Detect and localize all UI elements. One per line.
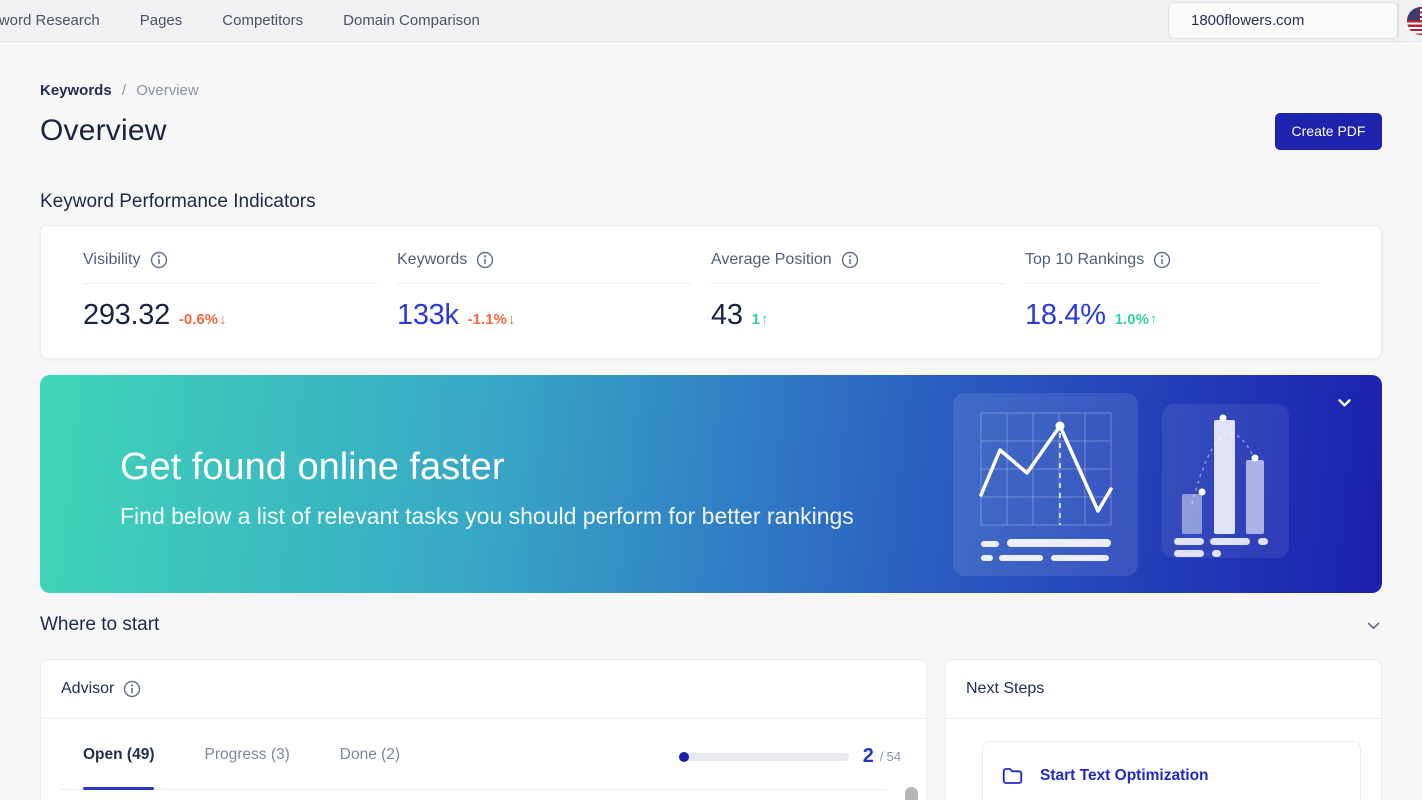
nav-item-competitors[interactable]: Competitors [222, 12, 304, 29]
kpi-top10-rankings-value[interactable]: 18.4% [1025, 299, 1106, 331]
advisor-title: Advisor [61, 680, 115, 697]
domain-input-value: 1800flowers.com [1191, 12, 1305, 29]
line-chart-illustration [953, 393, 1138, 576]
next-steps-header: Next Steps [946, 660, 1381, 719]
progress-current: 2 [862, 745, 874, 767]
page-content: Keywords / Overview Overview Create PDF … [0, 42, 1422, 800]
breadcrumb-keywords[interactable]: Keywords [40, 82, 112, 99]
kpi-top10-rankings-change: 1.0% ↑ [1114, 311, 1158, 328]
info-icon[interactable] [476, 251, 494, 269]
where-to-start-header: Where to start [40, 614, 1382, 636]
breadcrumb-separator: / [121, 82, 127, 99]
kpi-top10-rankings-label: Top 10 Rankings [1025, 251, 1145, 268]
up-arrow-icon: ↑ [1149, 311, 1158, 328]
kpi-visibility-change: -0.6% ↓ [178, 311, 227, 328]
kpi-visibility-label: Visibility [83, 251, 141, 268]
kpi-average-position-change: 1 ↑ [751, 311, 769, 328]
page-title: Overview [40, 114, 167, 147]
next-steps-title: Next Steps [966, 680, 1045, 697]
info-icon[interactable] [150, 251, 168, 269]
kpi-section-title: Keyword Performance Indicators [40, 191, 316, 212]
folder-icon [1002, 768, 1023, 784]
kpi-card: Visibility 293.32 -0.6% ↓ Keywords 133k -… [40, 225, 1382, 359]
domain-input[interactable]: 1800flowers.com [1168, 2, 1398, 39]
nav-item-pages[interactable]: Pages [139, 12, 183, 29]
banner-collapse-chevron-down-icon[interactable] [1336, 394, 1353, 411]
advisor-tabs-row: Open (49) Progress (3) Done (2) 2 / 54 [41, 719, 926, 790]
advisor-header: Advisor [41, 660, 926, 719]
kpi-keywords-value[interactable]: 133k [397, 299, 459, 331]
divider [1025, 283, 1319, 284]
progress-dot [678, 751, 689, 762]
banner-text: Get found online faster Find below a lis… [120, 438, 854, 530]
next-step-item[interactable]: Start Text Optimization [982, 741, 1361, 800]
kpi-visibility: Visibility 293.32 -0.6% ↓ [83, 251, 397, 358]
next-step-label: Start Text Optimization [1040, 767, 1209, 784]
kpi-average-position-label: Average Position [711, 251, 832, 268]
top-nav: Keyword Research Pages Competitors Domai… [0, 0, 1422, 42]
progress-bar[interactable] [678, 751, 849, 762]
top-nav-right: 1800flowers.com [1168, 0, 1422, 42]
us-flag-icon[interactable] [1407, 6, 1422, 35]
kpi-average-position-value: 43 [711, 299, 743, 331]
down-arrow-icon: ↓ [507, 311, 516, 328]
where-to-start-title: Where to start [40, 614, 160, 635]
nav-item-domain-comparison[interactable]: Domain Comparison [343, 12, 480, 29]
promo-banner: Get found online faster Find below a lis… [40, 375, 1382, 593]
where-to-start-cards: Advisor Open (49) Progress (3) Done (2) … [40, 659, 1382, 800]
info-icon[interactable] [123, 680, 141, 698]
divider [711, 283, 1005, 284]
up-arrow-icon: ↑ [761, 311, 769, 328]
top-nav-items: Keyword Research Pages Competitors Domai… [0, 12, 480, 29]
tab-progress[interactable]: Progress (3) [204, 745, 290, 763]
kpi-keywords-change: -1.1% ↓ [467, 311, 516, 328]
breadcrumb-overview: Overview [136, 82, 199, 99]
advisor-panel: Advisor Open (49) Progress (3) Done (2) … [40, 659, 927, 800]
nav-item-keyword-research[interactable]: Keyword Research [0, 12, 100, 29]
where-to-start-chevron-down-icon[interactable] [1365, 617, 1382, 634]
next-steps-panel: Next Steps Start Text Optimization [945, 659, 1382, 800]
kpi-keywords: Keywords 133k -1.1% ↓ [397, 251, 711, 358]
info-icon[interactable] [1153, 251, 1171, 269]
create-pdf-button[interactable]: Create PDF [1275, 112, 1382, 150]
kpi-visibility-value: 293.32 [83, 299, 170, 331]
tab-done[interactable]: Done (2) [339, 745, 401, 763]
progress-separator: / [879, 749, 884, 764]
down-arrow-icon: ↓ [219, 311, 227, 328]
divider [83, 283, 377, 284]
breadcrumb: Keywords / Overview [40, 82, 1382, 99]
kpi-keywords-label: Keywords [397, 251, 468, 268]
advisor-progress: 2 / 54 [678, 745, 901, 768]
banner-title: Get found online faster [120, 446, 505, 488]
kpi-top10-rankings: Top 10 Rankings 18.4% 1.0% ↑ [1025, 251, 1339, 358]
bar-chart-illustration [1162, 404, 1289, 558]
advisor-scrollbar-thumb[interactable] [905, 787, 918, 800]
top-nav-separator [1398, 0, 1399, 42]
info-icon[interactable] [841, 251, 859, 269]
tab-open[interactable]: Open (49) [83, 719, 155, 790]
progress-total: 54 [886, 749, 901, 764]
kpi-average-position: Average Position 43 1 ↑ [711, 251, 1025, 358]
divider [397, 283, 691, 284]
banner-subtitle: Find below a list of relevant tasks you … [120, 503, 854, 529]
title-row: Overview Create PDF [40, 109, 1382, 153]
